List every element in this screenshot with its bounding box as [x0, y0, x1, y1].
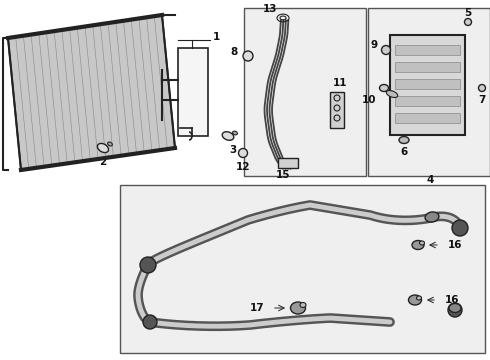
Text: 1: 1 — [213, 32, 220, 42]
Text: 12: 12 — [236, 162, 250, 172]
Polygon shape — [8, 15, 175, 170]
Ellipse shape — [448, 303, 462, 317]
Ellipse shape — [98, 143, 109, 153]
Text: 10: 10 — [362, 95, 376, 105]
Ellipse shape — [108, 142, 112, 146]
Text: 16: 16 — [445, 295, 460, 305]
Bar — [395, 62, 460, 72]
Ellipse shape — [465, 18, 471, 26]
Ellipse shape — [419, 241, 424, 245]
Ellipse shape — [300, 302, 306, 307]
Ellipse shape — [449, 303, 461, 312]
Bar — [244, 8, 366, 176]
Ellipse shape — [379, 85, 389, 91]
Text: 15: 15 — [276, 170, 290, 180]
Text: 2: 2 — [99, 157, 107, 167]
Text: 5: 5 — [465, 8, 471, 18]
Text: 13: 13 — [263, 4, 277, 14]
Bar — [395, 79, 460, 89]
Bar — [278, 158, 298, 168]
Ellipse shape — [479, 85, 486, 91]
Text: 6: 6 — [400, 147, 408, 157]
Text: 16: 16 — [448, 240, 463, 250]
Ellipse shape — [222, 132, 234, 140]
Ellipse shape — [143, 315, 157, 329]
Ellipse shape — [239, 149, 247, 158]
Ellipse shape — [416, 296, 421, 300]
Bar — [390, 35, 465, 135]
Text: 11: 11 — [333, 78, 347, 88]
Bar — [395, 113, 460, 123]
Text: 4: 4 — [426, 175, 434, 185]
Ellipse shape — [399, 136, 409, 144]
Text: 7: 7 — [478, 95, 486, 105]
Bar — [368, 8, 490, 176]
Bar — [330, 92, 344, 128]
Bar — [395, 45, 460, 55]
Ellipse shape — [291, 302, 305, 314]
Bar — [178, 48, 208, 136]
Text: 9: 9 — [371, 40, 378, 50]
Ellipse shape — [412, 240, 424, 249]
Ellipse shape — [409, 295, 421, 305]
Text: 3: 3 — [229, 145, 237, 155]
Text: 17: 17 — [249, 303, 264, 313]
Text: 14: 14 — [195, 119, 210, 129]
Ellipse shape — [386, 90, 398, 98]
Ellipse shape — [382, 45, 391, 54]
Bar — [395, 96, 460, 106]
Ellipse shape — [452, 220, 468, 236]
Ellipse shape — [425, 212, 439, 222]
Ellipse shape — [233, 131, 238, 135]
Ellipse shape — [243, 51, 253, 61]
Text: 8: 8 — [231, 47, 238, 57]
Ellipse shape — [140, 257, 156, 273]
Bar — [120, 185, 485, 353]
